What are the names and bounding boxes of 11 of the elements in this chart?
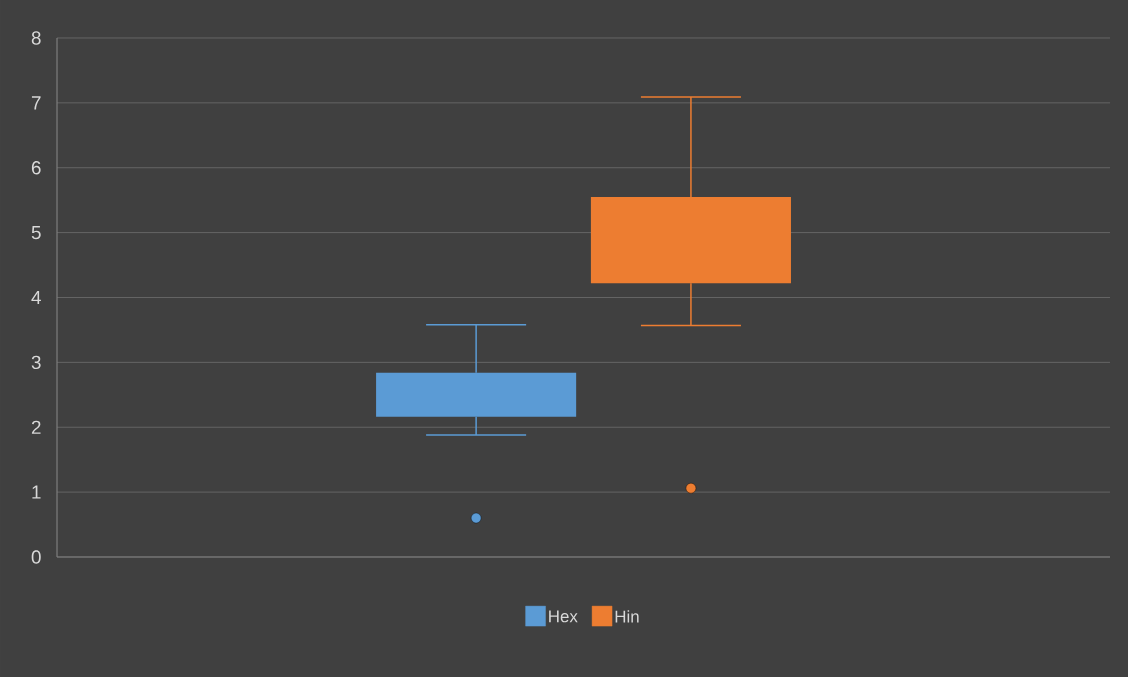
y-tick-label: 2 (31, 420, 41, 434)
y-tick-label: 4 (31, 290, 41, 304)
y-tick-label: 8 (31, 31, 41, 45)
y-tick-label: 6 (31, 161, 41, 175)
legend-label: Hex (549, 610, 578, 623)
y-tick-label: 5 (31, 226, 41, 240)
legend-label: Hin (615, 610, 639, 623)
y-tick-label: 0 (31, 550, 41, 564)
y-tick-label: 7 (31, 96, 41, 110)
y-tick-label: 1 (32, 485, 41, 499)
y-tick-label: 3 (31, 355, 41, 370)
